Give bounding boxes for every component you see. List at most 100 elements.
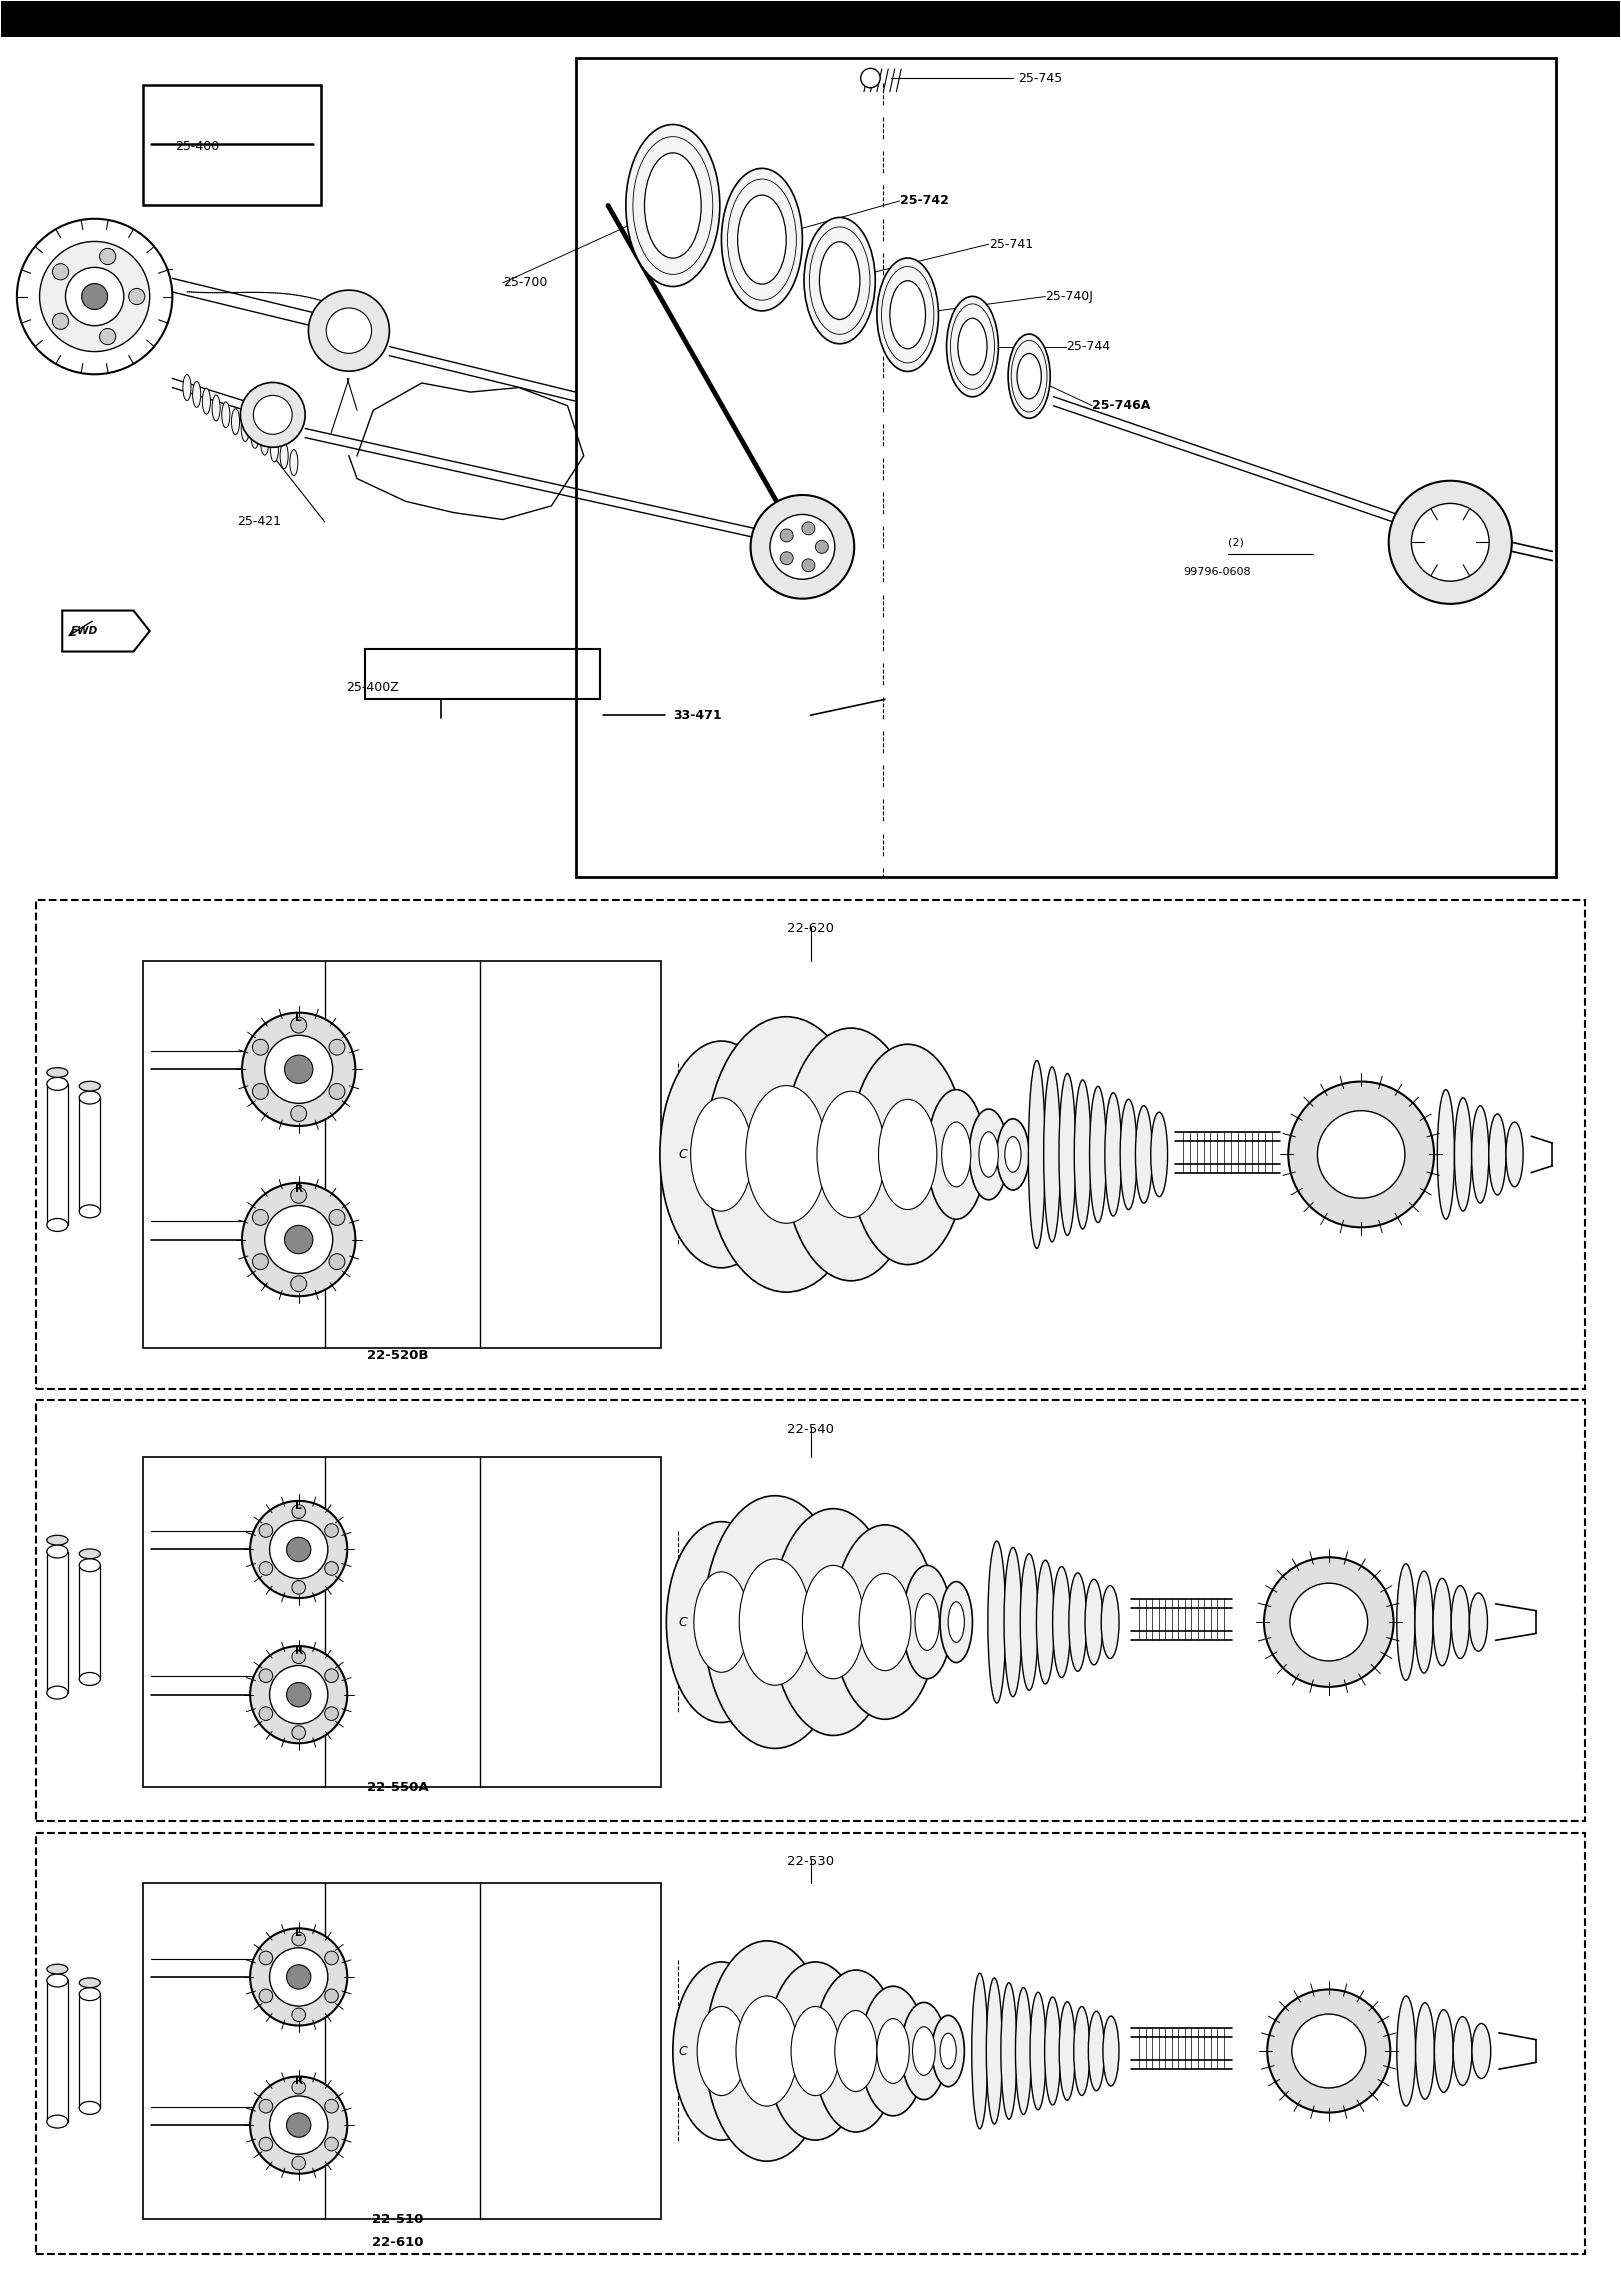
Ellipse shape — [250, 1646, 347, 1744]
Ellipse shape — [39, 241, 149, 351]
Ellipse shape — [324, 1708, 339, 1721]
Ellipse shape — [242, 414, 250, 442]
Ellipse shape — [1089, 1086, 1107, 1223]
Ellipse shape — [183, 376, 191, 401]
Ellipse shape — [1036, 1560, 1054, 1685]
Ellipse shape — [324, 1990, 339, 2004]
Ellipse shape — [780, 551, 793, 565]
Ellipse shape — [324, 1669, 339, 1683]
Ellipse shape — [1044, 1997, 1060, 2104]
Ellipse shape — [292, 2156, 305, 2170]
Text: 22-620: 22-620 — [788, 922, 833, 936]
Ellipse shape — [1016, 353, 1041, 398]
Ellipse shape — [47, 2115, 68, 2129]
Text: 33-471: 33-471 — [36, 253, 81, 266]
Ellipse shape — [626, 125, 720, 287]
Ellipse shape — [1454, 1098, 1472, 1211]
Ellipse shape — [292, 1505, 305, 1519]
Ellipse shape — [290, 1018, 306, 1034]
Ellipse shape — [859, 1573, 911, 1671]
Ellipse shape — [212, 396, 220, 421]
Ellipse shape — [79, 1082, 101, 1091]
Ellipse shape — [645, 153, 702, 257]
Ellipse shape — [802, 1564, 864, 1678]
Ellipse shape — [259, 1990, 272, 2004]
Ellipse shape — [253, 1209, 269, 1225]
Text: C: C — [678, 1617, 687, 1628]
Ellipse shape — [47, 1535, 68, 1546]
Ellipse shape — [819, 241, 859, 319]
Ellipse shape — [324, 2138, 339, 2152]
Ellipse shape — [264, 1036, 332, 1104]
Ellipse shape — [99, 328, 115, 344]
Ellipse shape — [660, 1041, 783, 1268]
Ellipse shape — [1290, 1583, 1368, 1660]
Ellipse shape — [259, 2138, 272, 2152]
Ellipse shape — [292, 1726, 305, 1740]
Ellipse shape — [947, 296, 999, 396]
Text: 25-746A: 25-746A — [1093, 398, 1151, 412]
Ellipse shape — [1068, 1573, 1086, 1671]
Ellipse shape — [326, 307, 371, 353]
Bar — [0, 0, 1621, 36]
Ellipse shape — [736, 1997, 798, 2106]
Text: 22-550A: 22-550A — [366, 1781, 428, 1794]
Ellipse shape — [253, 1038, 269, 1054]
Ellipse shape — [65, 266, 123, 326]
Ellipse shape — [47, 1068, 68, 1077]
Ellipse shape — [292, 2008, 305, 2022]
Ellipse shape — [47, 1974, 68, 1988]
Ellipse shape — [1000, 1983, 1016, 2120]
Text: 22-520B: 22-520B — [366, 1348, 428, 1362]
Ellipse shape — [814, 1970, 898, 2131]
Ellipse shape — [47, 1218, 68, 1232]
Ellipse shape — [1106, 1093, 1122, 1216]
Text: 22-510: 22-510 — [371, 2213, 423, 2227]
Ellipse shape — [79, 1091, 101, 1104]
Text: 99796-0608: 99796-0608 — [1183, 567, 1251, 576]
Text: 22-610: 22-610 — [371, 2236, 423, 2250]
Ellipse shape — [203, 389, 211, 414]
Ellipse shape — [1264, 1557, 1394, 1687]
Ellipse shape — [877, 2020, 909, 2083]
Ellipse shape — [802, 521, 815, 535]
Ellipse shape — [767, 1963, 864, 2140]
Ellipse shape — [746, 1086, 827, 1223]
Ellipse shape — [1292, 2015, 1367, 2088]
Ellipse shape — [1268, 1990, 1391, 2113]
Ellipse shape — [1029, 1992, 1046, 2111]
Ellipse shape — [1015, 1988, 1031, 2115]
Ellipse shape — [16, 219, 172, 373]
Bar — [143, 1883, 661, 2220]
Ellipse shape — [47, 1077, 68, 1091]
Ellipse shape — [927, 1091, 986, 1218]
Ellipse shape — [1435, 2011, 1452, 2093]
Ellipse shape — [861, 1986, 926, 2115]
Ellipse shape — [1028, 1061, 1046, 1248]
Text: R: R — [295, 1646, 303, 1655]
Ellipse shape — [833, 1526, 937, 1719]
Text: L: L — [295, 1013, 302, 1022]
Ellipse shape — [79, 1674, 101, 1685]
Ellipse shape — [697, 2006, 746, 2095]
Text: 25-421: 25-421 — [246, 426, 290, 439]
Ellipse shape — [1052, 1567, 1070, 1678]
Ellipse shape — [329, 1038, 345, 1054]
Text: C: C — [678, 2045, 687, 2058]
Ellipse shape — [666, 1521, 776, 1721]
Ellipse shape — [1088, 2011, 1104, 2090]
Ellipse shape — [1059, 2001, 1075, 2099]
Ellipse shape — [751, 494, 854, 599]
Text: C: C — [678, 1148, 687, 1161]
Ellipse shape — [673, 1963, 770, 2140]
Ellipse shape — [280, 442, 289, 469]
Ellipse shape — [232, 410, 240, 435]
Bar — [143, 961, 661, 1348]
Ellipse shape — [1044, 1068, 1060, 1241]
Ellipse shape — [285, 1225, 313, 1255]
Text: 22-540: 22-540 — [788, 1423, 833, 1437]
Ellipse shape — [1451, 1585, 1469, 1658]
Ellipse shape — [79, 1988, 101, 2001]
Ellipse shape — [817, 1091, 885, 1218]
Ellipse shape — [1433, 1578, 1451, 1667]
